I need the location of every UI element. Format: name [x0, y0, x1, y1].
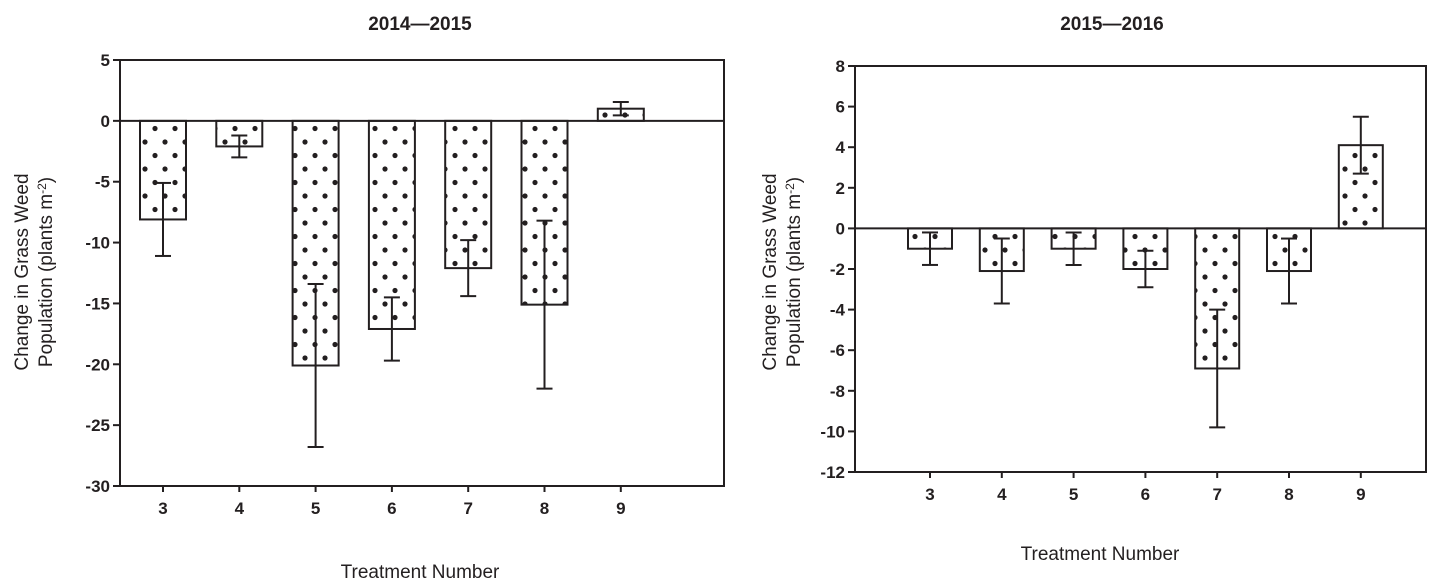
y-tick-label: -10: [820, 422, 845, 441]
x-tick-label: 4: [997, 485, 1007, 504]
plot-area: -30 -25 -20 -15 -10 -5 0 5 3 4 5 6 7 8 9: [85, 51, 725, 518]
bar: [367, 119, 416, 330]
y-tick-label: -6: [830, 341, 845, 360]
chart-2015-2016: 2015—2016 Change in Grass Weed Populatio…: [760, 14, 1427, 565]
y-axis-label-line-1: Change in Grass Weed: [12, 173, 33, 370]
y-tick-label: 0: [836, 219, 845, 238]
y-tick-label: 0: [101, 112, 110, 131]
x-tick-label: 9: [616, 499, 625, 518]
x-tick-label: 4: [235, 499, 245, 518]
x-tick-label: 7: [1212, 485, 1221, 504]
y-tick-label: 2: [836, 179, 845, 198]
y-tick-label: -4: [830, 301, 846, 320]
y-tick-label: -12: [820, 463, 845, 482]
x-tick-label: 8: [540, 499, 549, 518]
y-tick-label: -2: [830, 260, 845, 279]
chart-title: 2014—2015: [368, 14, 472, 35]
y-tick-label: -15: [85, 294, 110, 313]
x-tick-label: 9: [1356, 485, 1365, 504]
y-axis-label-line-1: Change in Grass Weed: [760, 173, 781, 370]
plot-frame: [119, 59, 725, 487]
y-tick-label: 6: [836, 98, 845, 117]
y-tick-label: -10: [85, 234, 110, 253]
x-tick-label: 6: [387, 499, 396, 518]
x-tick-label: 3: [925, 485, 934, 504]
y-axis-label-superscript: -2: [35, 183, 49, 194]
y-tick-label: -20: [85, 355, 110, 374]
y-tick-label: 5: [101, 51, 110, 70]
chart-title: 2015—2016: [1060, 14, 1164, 35]
y-axis-label-line-2: Population (plants m-2): [35, 177, 57, 367]
x-axis-label: Treatment Number: [341, 562, 500, 582]
y-axis-label-line-2: Population (plants m-2): [783, 177, 805, 367]
x-tick-label: 6: [1141, 485, 1150, 504]
y-tick-label: -25: [85, 416, 110, 435]
y-tick-label: 4: [836, 138, 846, 157]
y-tick-label: -8: [830, 382, 845, 401]
x-tick-label: 5: [311, 499, 320, 518]
chart-2014-2015: 2014—2015 Change in Grass Weed Populatio…: [12, 14, 725, 582]
x-tick-label: 8: [1284, 485, 1293, 504]
x-tick-label: 5: [1069, 485, 1078, 504]
x-axis-label: Treatment Number: [1021, 544, 1180, 565]
y-tick-label: 8: [836, 57, 845, 76]
x-tick-label: 7: [463, 499, 472, 518]
y-axis-label-text: Population (plants m: [36, 194, 57, 367]
y-axis-label-text: Population (plants m: [784, 194, 805, 367]
y-tick-label: -5: [95, 173, 110, 192]
plot-area: -12 -10 -8 -6 -4 -2 0 2 4 6 8 3 4 5 6 7 8 9: [820, 57, 1427, 504]
x-tick-label: 3: [158, 499, 167, 518]
y-axis-label-close: ): [784, 177, 805, 183]
y-axis-label-close: ): [36, 177, 57, 183]
y-tick-label: -30: [85, 477, 110, 496]
y-axis-label-superscript: -2: [783, 183, 797, 194]
